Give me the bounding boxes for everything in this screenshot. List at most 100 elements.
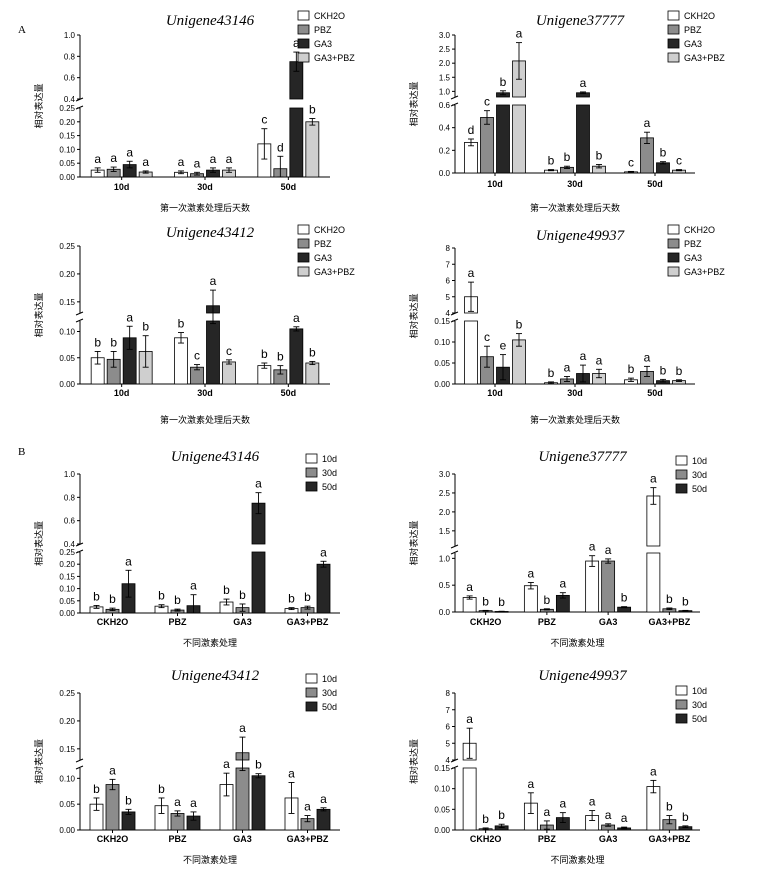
significance-letter: b <box>548 154 555 168</box>
legend-label: 10d <box>692 456 707 466</box>
bar <box>316 808 331 831</box>
significance-letter: a <box>178 155 185 169</box>
y-tick-label: 0.20 <box>59 717 75 726</box>
bar-group: b <box>154 782 169 831</box>
significance-letter: a <box>605 543 612 557</box>
bar-group: c <box>222 344 236 385</box>
legend-swatch <box>297 224 310 235</box>
legend: 10d 30d 50d <box>675 685 707 724</box>
significance-letter: a <box>589 795 596 809</box>
bar-group: a <box>646 472 661 613</box>
legend-label: GA3+PBZ <box>684 267 725 277</box>
bar-group: b <box>257 347 272 385</box>
y-tick-label: 0.00 <box>59 826 75 835</box>
legend-label: 10d <box>322 674 337 684</box>
y-tick-label: 0.20 <box>59 270 75 279</box>
y-axis-title: 相对表达量 <box>33 292 45 337</box>
significance-letter: b <box>666 592 673 606</box>
significance-letter: b <box>498 595 505 609</box>
bar-group: a <box>585 795 600 831</box>
significance-letter: b <box>109 592 116 606</box>
significance-letter: b <box>158 782 165 796</box>
bar-group: a <box>206 152 220 178</box>
significance-letter: c <box>484 330 490 344</box>
significance-letter: a <box>142 155 149 169</box>
legend-label: GA3 <box>314 253 332 263</box>
bar-group: b <box>300 590 315 614</box>
category-label: CKH2O <box>97 617 129 627</box>
bar-group: a <box>190 156 204 178</box>
significance-letter: b <box>110 335 117 349</box>
bar-group: a <box>219 757 234 831</box>
chart-title: Unigene43412 <box>171 668 260 684</box>
y-tick-label: 7 <box>446 260 451 269</box>
legend-swatch <box>675 455 688 466</box>
y-tick-label: 0.05 <box>434 805 450 814</box>
bar-group: b <box>89 782 104 831</box>
significance-letter: b <box>596 149 603 163</box>
bar-group: c <box>672 154 686 174</box>
x-axis-title: 第一次激素处理后天数 <box>530 202 620 214</box>
bar <box>289 328 304 385</box>
bar-group: b <box>105 592 120 614</box>
significance-letter: a <box>528 567 535 581</box>
legend-swatch <box>297 252 310 263</box>
y-tick-label: 0.15 <box>59 745 75 754</box>
significance-letter: b <box>621 591 628 605</box>
bar-group: a <box>576 76 590 174</box>
bar-group: c <box>190 349 204 385</box>
significance-letter: c <box>484 95 490 109</box>
bar <box>222 361 236 385</box>
significance-letter: a <box>466 712 473 726</box>
bar <box>174 337 188 385</box>
axis-break-mark <box>450 544 459 549</box>
chart-title: Unigene49937 <box>538 668 628 684</box>
y-tick-label: 0.15 <box>59 132 75 141</box>
y-tick-label: 0.10 <box>434 785 450 794</box>
category-label: 50d <box>647 179 663 189</box>
significance-letter: b <box>682 594 689 608</box>
significance-letter: b <box>223 583 230 597</box>
y-tick-label: 6 <box>446 723 451 732</box>
bar-group: b <box>592 149 606 174</box>
category-label: 10d <box>114 182 130 192</box>
significance-letter: d <box>468 123 475 137</box>
legend-label: 50d <box>322 702 337 712</box>
significance-letter: a <box>544 805 551 819</box>
chart-title: Unigene37777 <box>538 449 628 465</box>
category-label: GA3+PBZ <box>287 834 329 844</box>
y-axis-title: 相对表达量 <box>408 520 420 565</box>
y-tick-label: 0.2 <box>439 146 451 155</box>
significance-letter: b <box>255 758 262 772</box>
bar-group: a <box>601 543 616 613</box>
category-label: PBZ <box>538 617 557 627</box>
bar-group: b <box>678 594 693 613</box>
category-label: 10d <box>487 388 503 398</box>
bar-group: b <box>544 366 558 385</box>
significance-letter: a <box>223 757 230 771</box>
chart-title: Unigene43146 <box>171 449 260 465</box>
legend: 10d 30d 50d <box>305 673 337 712</box>
y-tick-label: 1.0 <box>439 87 451 96</box>
bar-group: b <box>121 793 136 831</box>
legend-label: GA3 <box>684 39 702 49</box>
y-tick-label: 2.5 <box>439 45 451 54</box>
bar-group: b <box>662 800 677 831</box>
y-tick-label: 0.00 <box>59 609 75 618</box>
significance-letter: b <box>125 793 132 807</box>
y-tick-label: 0.05 <box>59 597 75 606</box>
y-tick-label: 0.00 <box>434 826 450 835</box>
bar-group: b <box>656 146 670 174</box>
y-tick-label: 0.05 <box>434 359 450 368</box>
significance-letter: b <box>544 593 551 607</box>
bar-group: a <box>592 353 606 385</box>
category-label: 50d <box>647 388 663 398</box>
significance-letter: a <box>650 764 657 778</box>
legend-swatch <box>305 701 318 712</box>
category-label: GA3+PBZ <box>287 617 329 627</box>
x-axis-title: 第一次激素处理后天数 <box>160 414 250 426</box>
bar-lower-part <box>206 320 220 385</box>
bar-group: a <box>539 805 554 831</box>
